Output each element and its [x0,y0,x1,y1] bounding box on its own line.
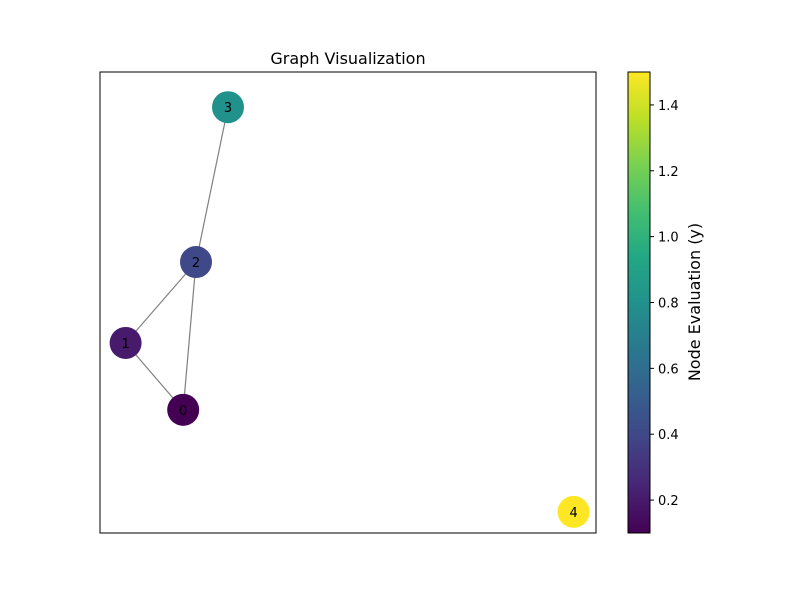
colorbar-tick-label: 1.0 [658,231,679,246]
colorbar: 0.2 0.4 0.6 0.8 1.0 1.2 1.4 Node Evaluation (y… [627,71,704,534]
plot-area-frame [99,71,597,534]
colorbar-tick-label: 0.6 [658,362,679,377]
colorbar-label: Node Evaluation (y) [685,223,704,381]
node-label: 4 [569,506,577,521]
colorbar-tick-label: 0.2 [658,494,679,509]
graph-node-3: 3 [212,91,244,124]
node-circle [167,393,200,426]
node-label: 2 [192,256,200,271]
node-label: 1 [121,337,129,352]
nodes-layer: 0 1 2 3 4 [109,91,590,528]
colorbar-tick-label: 0.8 [658,297,679,312]
node-circle [109,326,142,359]
graph-node-0: 0 [167,393,200,426]
node-circle [212,91,244,124]
colorbar-tick-label: 1.2 [658,165,679,180]
chart-title: Graph Visualization [270,49,425,68]
graph-node-4: 4 [557,495,590,528]
colorbar-gradient [627,71,651,534]
node-circle [557,495,590,528]
colorbar-tick-label: 0.4 [658,428,679,443]
colorbar-tick-label: 1.4 [658,99,679,114]
graph-edge-1-2 [125,261,197,344]
node-label: 3 [224,101,232,116]
node-label: 0 [179,404,187,419]
graph-edge-2-3 [195,107,229,263]
graph-node-1: 1 [109,326,142,359]
colorbar-ticks: 0.2 0.4 0.6 0.8 1.0 1.2 1.4 [650,99,679,509]
graph-node-2: 2 [180,246,212,279]
graph-edge-0-2 [182,261,197,410]
node-circle [180,246,212,279]
